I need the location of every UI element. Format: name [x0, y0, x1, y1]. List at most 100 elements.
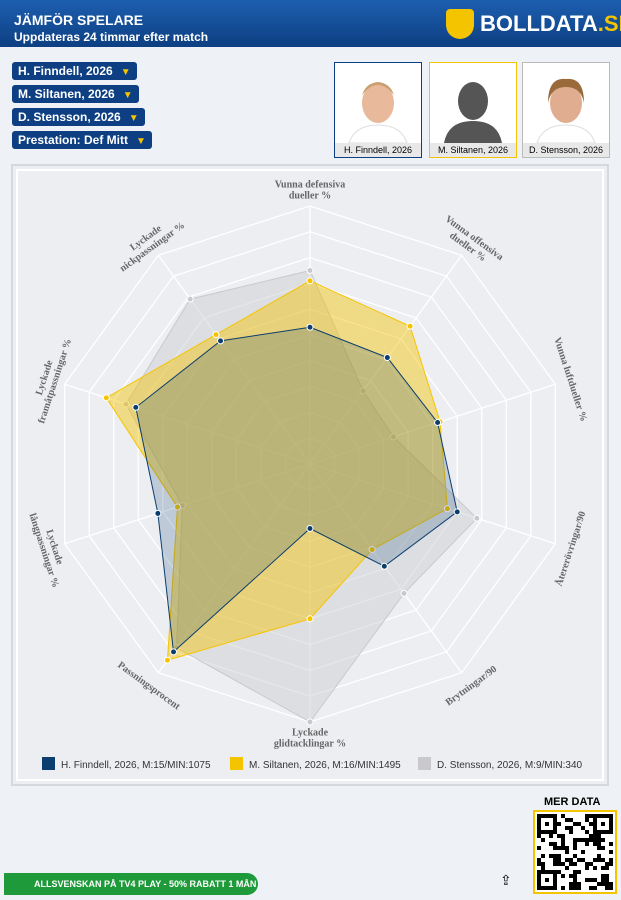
qr-module — [545, 886, 549, 890]
player-card[interactable]: H. Finndell, 2026 — [334, 62, 422, 158]
qr-module — [569, 886, 573, 890]
qr-module — [609, 818, 613, 822]
qr-module — [589, 886, 593, 890]
qr-module — [565, 826, 569, 830]
selector[interactable]: H. Finndell, 2026 ▼ — [12, 62, 137, 80]
data-point — [434, 419, 442, 427]
header: JÄMFÖR SPELARE Uppdateras 24 timmar efte… — [0, 0, 621, 47]
subtitle: Uppdateras 24 timmar efter match — [14, 30, 209, 44]
selector-label: M. Siltanen, 2026 — [18, 87, 115, 101]
qr-module — [537, 874, 541, 878]
data-point — [306, 267, 314, 274]
qr-module — [589, 834, 593, 838]
data-point — [132, 403, 140, 411]
data-point — [306, 525, 314, 532]
qr-module — [605, 882, 609, 886]
qr-module — [605, 878, 609, 882]
banner-text: ALLSVENSKAN PÅ TV4 PLAY - 50% RABATT 1 M… — [34, 879, 257, 889]
qr-module — [609, 862, 613, 866]
player-name: M. Siltanen, 2026 — [430, 143, 516, 157]
qr-module — [561, 842, 565, 846]
qr-module — [593, 826, 597, 830]
qr-module — [549, 842, 553, 846]
radar-chart: Vunna defensiva dueller %Vunna offensivad… — [11, 164, 609, 786]
selector-label: D. Stensson, 2026 — [18, 110, 121, 124]
data-point — [186, 295, 194, 303]
selector[interactable]: Prestation: Def Mitt ▼ — [12, 131, 152, 149]
qr-module — [573, 854, 577, 858]
qr-module — [561, 886, 565, 890]
logo-text: BOLLDATA — [480, 11, 598, 36]
qr-module — [569, 858, 573, 862]
qr-module — [537, 814, 541, 818]
qr-module — [561, 846, 565, 850]
qr-module — [565, 850, 569, 854]
qr-module — [585, 842, 589, 846]
data-point — [122, 400, 130, 408]
share-icon[interactable]: ⇪ — [500, 872, 512, 888]
qr-module — [573, 870, 577, 874]
qr-module — [565, 858, 569, 862]
qr-module — [541, 870, 545, 874]
qr-module — [561, 862, 565, 866]
qr-module — [545, 814, 549, 818]
promo-banner[interactable]: ALLSVENSKAN PÅ TV4 PLAY - 50% RABATT 1 M… — [4, 873, 258, 895]
qr-module — [565, 818, 569, 822]
qr-module — [573, 886, 577, 890]
data-point — [306, 615, 314, 623]
qr-module — [573, 842, 577, 846]
spoke — [157, 254, 311, 465]
data-point — [306, 718, 314, 726]
qr-code[interactable] — [533, 810, 617, 894]
data-point — [383, 354, 391, 362]
player-card[interactable]: D. Stensson, 2026 — [522, 62, 610, 158]
data-point — [406, 322, 414, 330]
qr-module — [601, 858, 605, 862]
qr-module — [577, 886, 581, 890]
selector[interactable]: M. Siltanen, 2026 ▼ — [12, 85, 139, 103]
qr-module — [605, 866, 609, 870]
qr-module — [557, 846, 561, 850]
player-name: H. Finndell, 2026 — [335, 143, 421, 157]
spoke — [309, 383, 556, 465]
qr-module — [593, 830, 597, 834]
qr-module — [569, 882, 573, 886]
qr-module — [593, 878, 597, 882]
qr-module — [585, 878, 589, 882]
qr-module — [557, 854, 561, 858]
qr-module — [581, 850, 585, 854]
qr-module — [609, 882, 613, 886]
data-point — [306, 323, 314, 331]
qr-module — [593, 814, 597, 818]
legend-label: M. Siltanen, 2026, M:16/MIN:1495 — [249, 760, 401, 771]
qr-module — [553, 862, 557, 866]
selector-label: Prestation: Def Mitt — [18, 133, 129, 147]
qr-module — [589, 878, 593, 882]
data-point — [154, 509, 162, 517]
selector[interactable]: D. Stensson, 2026 ▼ — [12, 108, 145, 126]
qr-module — [573, 874, 577, 878]
qr-module — [577, 858, 581, 862]
qr-module — [537, 870, 541, 874]
qr-module — [569, 830, 573, 834]
qr-module — [609, 842, 613, 846]
qr-module — [597, 814, 601, 818]
player-card[interactable]: M. Siltanen, 2026 — [429, 62, 517, 158]
qr-module — [545, 830, 549, 834]
data-point — [380, 562, 388, 570]
qr-module — [553, 886, 557, 890]
axis-label-line: Lyckade — [292, 728, 329, 739]
qr-module — [593, 838, 597, 842]
qr-module — [565, 846, 569, 850]
qr-module — [589, 814, 593, 818]
qr-module — [609, 830, 613, 834]
qr-module — [545, 822, 549, 826]
qr-module — [557, 862, 561, 866]
qr-module — [553, 870, 557, 874]
qr-module — [553, 818, 557, 822]
qr-module — [561, 834, 565, 838]
qr-module — [593, 822, 597, 826]
axis-label: Vunna defensiva dueller % — [275, 180, 346, 202]
qr-module — [549, 886, 553, 890]
